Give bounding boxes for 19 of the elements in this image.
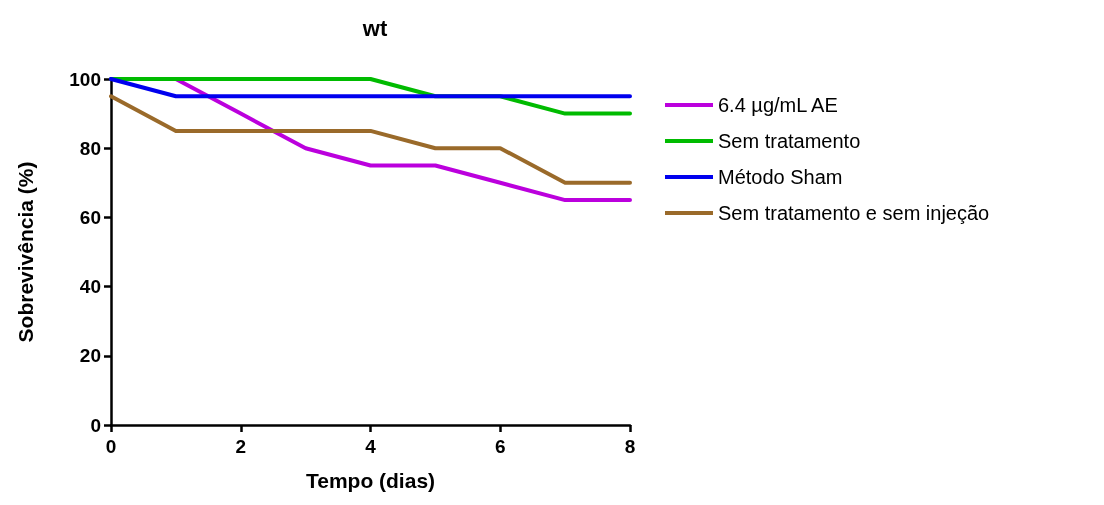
chart-title: wt (361, 15, 388, 41)
x-tick-label: 4 (365, 436, 377, 457)
x-tick-label: 2 (235, 436, 247, 457)
legend-label: Sem tratamento (718, 130, 861, 152)
y-tick-label: 20 (79, 345, 101, 367)
x-tick-label: 6 (494, 436, 506, 457)
legend-label: Sem tratamento e sem injeção (718, 202, 990, 224)
legend-label: Método Sham (718, 166, 843, 188)
y-tick-label: 60 (79, 206, 101, 228)
x-tick-label: 8 (624, 436, 636, 457)
y-tick-label: 40 (79, 276, 101, 298)
line-series (109, 94, 632, 185)
y-axis-title: Sobrevivência (%) (14, 161, 37, 343)
x-axis-title: Tempo (dias) (305, 469, 436, 492)
legend-label: 6.4 µg/mL AE (718, 94, 838, 116)
y-tick-label: 0 (90, 414, 101, 436)
y-tick-label: 100 (69, 68, 101, 90)
x-tick-label: 0 (105, 436, 117, 457)
y-tick-label: 80 (79, 137, 101, 159)
